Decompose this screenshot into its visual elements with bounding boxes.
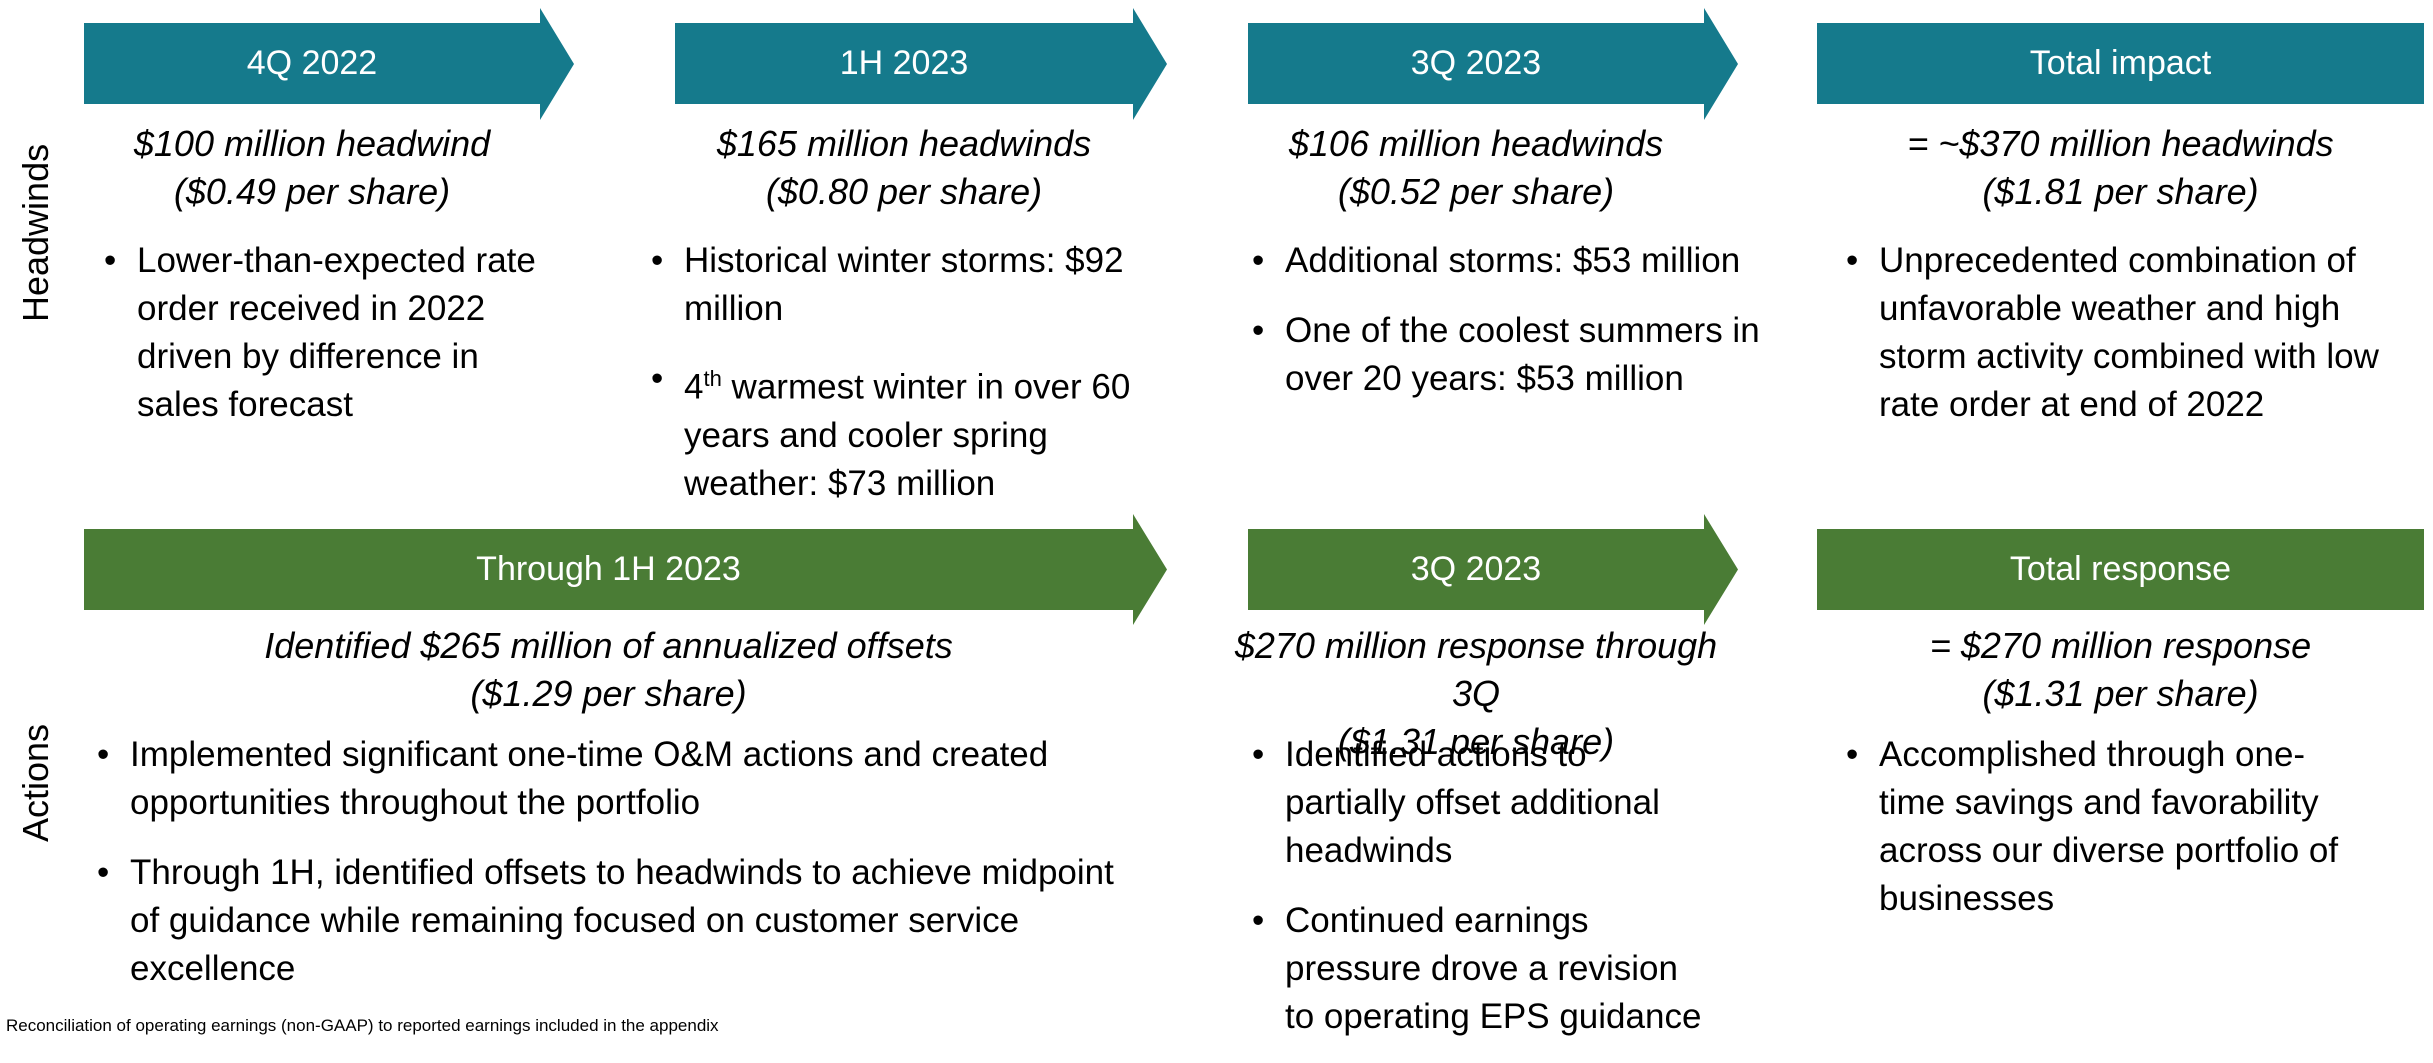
bullet-list: Unprecedented combination of unfavorable…	[1846, 237, 2409, 451]
bullet: Accomplished through one-time savings an…	[1846, 731, 2349, 923]
headline: Identified $265 million of annualized of…	[44, 622, 1173, 718]
headline-line: Identified $265 million of annualized of…	[264, 625, 953, 666]
bullet: 4th warmest winter in over 60 years and …	[651, 355, 1144, 508]
arrow-banner	[1248, 8, 1738, 120]
headline-line: ($1.31 per share)	[1982, 673, 2259, 714]
headline-line: ($1.29 per share)	[470, 673, 747, 714]
bullet-part: 4	[684, 367, 704, 407]
slide: Headwinds Actions Reconciliation of oper…	[0, 0, 2433, 1037]
arrow-banner	[84, 514, 1167, 625]
headline: $100 million headwind ($0.49 per share)	[44, 120, 580, 216]
headline: $106 million headwinds ($0.52 per share)	[1208, 120, 1744, 216]
headline-line: ($1.81 per share)	[1982, 171, 2259, 212]
bullet: Lower-than-expected rate order received …	[104, 237, 562, 429]
column-header: 4Q 2022	[246, 44, 378, 82]
bullet-part: warmest winter in over 60 years and cool…	[684, 367, 1131, 503]
bullet-list: Additional storms: $53 million One of the…	[1252, 237, 1800, 425]
bullet-list: Implemented significant one-time O&M act…	[97, 731, 1140, 1015]
bullet-part: th	[703, 366, 722, 391]
headline-line: = $270 million response	[1929, 625, 2312, 666]
bullet: Additional storms: $53 million	[1252, 237, 1800, 285]
section-label: Actions	[15, 723, 56, 843]
bullet-list: Lower-than-expected rate order received …	[104, 237, 562, 451]
bullet: Historical winter storms: $92 million	[651, 237, 1144, 333]
headline-line: $100 million headwind	[133, 123, 491, 164]
bullet: Implemented significant one-time O&M act…	[97, 731, 1140, 827]
headline-line: ($0.80 per share)	[765, 171, 1043, 212]
bullet: One of the coolest summers in over 20 ye…	[1252, 307, 1800, 403]
bullet: Continued earnings pressure drove a revi…	[1252, 897, 1715, 1041]
column-header: 1H 2023	[839, 44, 969, 82]
bullet: Through 1H, identified offsets to headwi…	[97, 849, 1140, 993]
bullet-list: Historical winter storms: $92 million 4th…	[651, 237, 1144, 530]
column-header: 3Q 2023	[1410, 550, 1542, 588]
headline-line: = ~$370 million headwinds	[1907, 123, 2334, 164]
column-header: 3Q 2023	[1410, 44, 1542, 82]
bullet-list: Accomplished through one-time savings an…	[1846, 731, 2349, 945]
banner	[1817, 529, 2424, 610]
bullet-list: Identified actions to partially offset a…	[1252, 731, 1715, 1063]
bullet: Identified actions to partially offset a…	[1252, 731, 1715, 875]
column-header: Total response	[2009, 550, 2232, 588]
arrow-banner	[1248, 514, 1738, 625]
headline-line: $106 million headwinds	[1288, 123, 1664, 164]
headline-line: $270 million response through 3Q	[1234, 625, 1718, 714]
headline-line: ($0.49 per share)	[173, 171, 451, 212]
column-header: Total impact	[2029, 44, 2212, 82]
arrow-banner	[675, 8, 1167, 120]
banners	[84, 8, 2424, 625]
arrow-banner	[84, 8, 574, 120]
headline: $165 million headwinds ($0.80 per share)	[635, 120, 1173, 216]
column-header: Through 1H 2023	[476, 550, 741, 588]
bullet: Unprecedented combination of unfavorable…	[1846, 237, 2409, 429]
banner	[1817, 23, 2424, 104]
headline: = ~$370 million headwinds ($1.81 per shar…	[1777, 120, 2433, 216]
footnote: Reconciliation of operating earnings (no…	[6, 1016, 719, 1035]
headline-line: $165 million headwinds	[716, 123, 1092, 164]
headline: = $270 million response ($1.31 per share)	[1777, 622, 2433, 718]
headline-line: ($0.52 per share)	[1337, 171, 1615, 212]
